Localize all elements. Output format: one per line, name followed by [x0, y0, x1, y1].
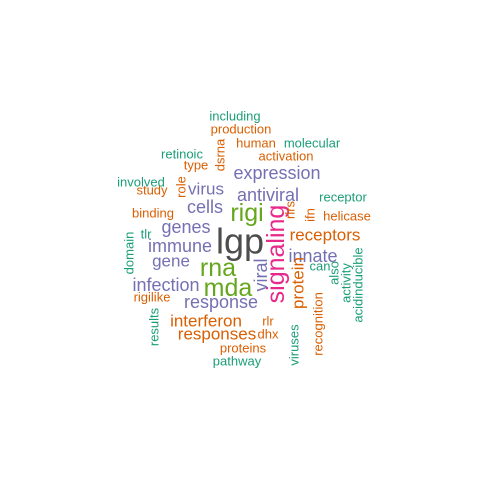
word-antiviral: antiviral	[237, 185, 299, 205]
word-helicase: helicase	[323, 209, 371, 224]
word-dsrna: dsrna	[213, 138, 228, 171]
word-interferon: interferon	[170, 312, 242, 331]
word-recognition: recognition	[311, 292, 326, 356]
word-immune: immune	[148, 236, 212, 256]
word-rna: rna	[200, 254, 236, 282]
word-rigi: rigi	[230, 199, 263, 227]
word-expression: expression	[233, 163, 320, 183]
word-results: results	[147, 307, 162, 346]
word-cells: cells	[187, 197, 223, 217]
word-including: including	[209, 109, 260, 124]
word-viruses: viruses	[287, 324, 302, 366]
word-involved: involved	[117, 175, 165, 190]
word-rigilike: rigilike	[134, 290, 171, 305]
word-production: production	[211, 122, 272, 137]
word-retinoic: retinoic	[161, 147, 203, 162]
word-response: response	[184, 292, 258, 312]
word-innate: innate	[288, 246, 337, 266]
word-rlrs: rlrs	[283, 200, 298, 219]
word-receptors: receptors	[290, 226, 361, 245]
word-domain: domain	[122, 232, 137, 275]
word-tlr: tlr	[141, 227, 153, 242]
word-can: can	[310, 259, 331, 274]
word-activation: activation	[259, 149, 314, 164]
word-binding: binding	[132, 206, 174, 221]
word-gene: gene	[152, 252, 190, 271]
word-infection: infection	[132, 275, 199, 295]
word-role: role	[174, 176, 189, 198]
word-acidinducible: acidinducible	[351, 247, 366, 322]
word-molecular: molecular	[284, 136, 341, 151]
word-responses: responses	[178, 325, 256, 344]
word-virus: virus	[188, 180, 224, 199]
word-activity: activity	[339, 263, 354, 303]
word-type: type	[184, 158, 209, 173]
word-rlr: rlr	[262, 314, 274, 329]
word-signaling: signaling	[262, 205, 290, 304]
word-protein: protein	[289, 257, 308, 309]
word-lgp: lgp	[216, 221, 264, 262]
word-human: human	[236, 136, 276, 151]
word-dhx: dhx	[258, 327, 279, 342]
word-pathway: pathway	[213, 354, 262, 369]
word-proteins: proteins	[220, 341, 267, 356]
word-ifn: ifn	[303, 208, 318, 222]
word-also: also	[327, 261, 342, 285]
word-study: study	[136, 183, 168, 198]
word-receptor: receptor	[319, 190, 367, 205]
word-mda: mda	[204, 274, 253, 302]
word-viral: viral	[251, 258, 271, 291]
word-genes: genes	[161, 217, 210, 237]
